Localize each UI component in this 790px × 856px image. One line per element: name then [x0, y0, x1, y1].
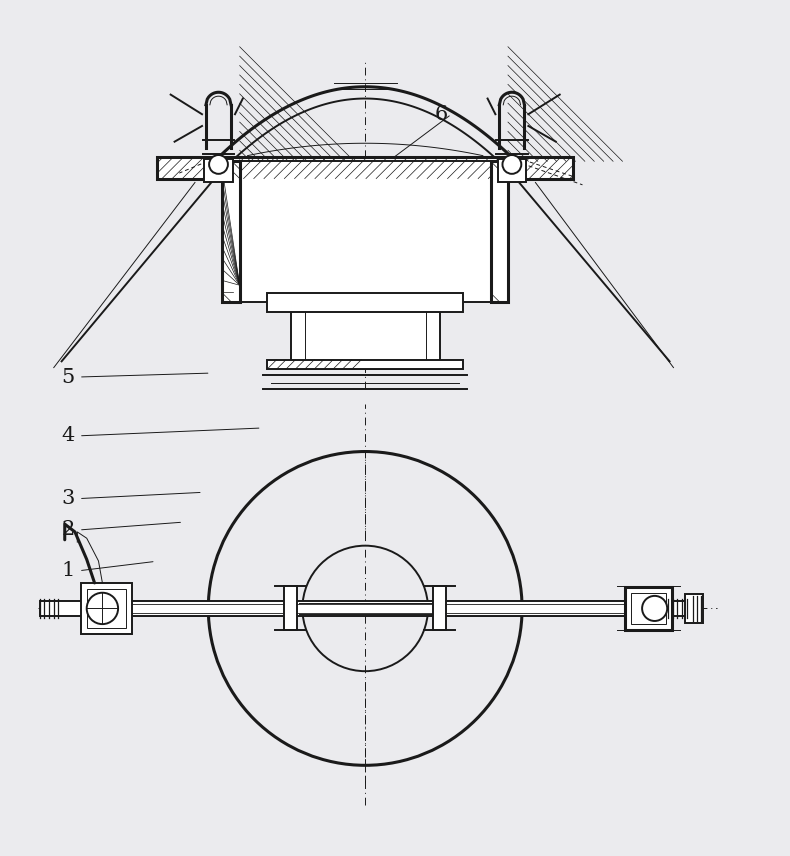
Bar — [685, 594, 702, 622]
Text: 6: 6 — [435, 104, 447, 124]
Circle shape — [209, 155, 228, 174]
Bar — [631, 593, 666, 624]
Bar — [157, 158, 573, 179]
Text: 3: 3 — [62, 489, 75, 508]
Bar — [284, 586, 297, 630]
Bar — [291, 302, 440, 369]
Circle shape — [642, 596, 668, 621]
Bar — [239, 161, 491, 302]
Circle shape — [502, 155, 521, 174]
Bar — [223, 161, 239, 302]
Bar — [205, 159, 232, 182]
Text: 5: 5 — [62, 367, 75, 387]
Bar — [81, 583, 132, 634]
Bar — [267, 360, 463, 369]
Bar — [267, 293, 463, 312]
Bar — [434, 586, 446, 630]
Circle shape — [87, 592, 118, 624]
Bar — [87, 589, 126, 627]
Text: 1: 1 — [62, 562, 75, 580]
Bar — [491, 161, 508, 302]
Bar — [498, 159, 526, 182]
Bar — [40, 601, 691, 616]
Text: 4: 4 — [62, 426, 75, 445]
Text: 2: 2 — [62, 520, 75, 539]
Bar — [625, 587, 672, 630]
